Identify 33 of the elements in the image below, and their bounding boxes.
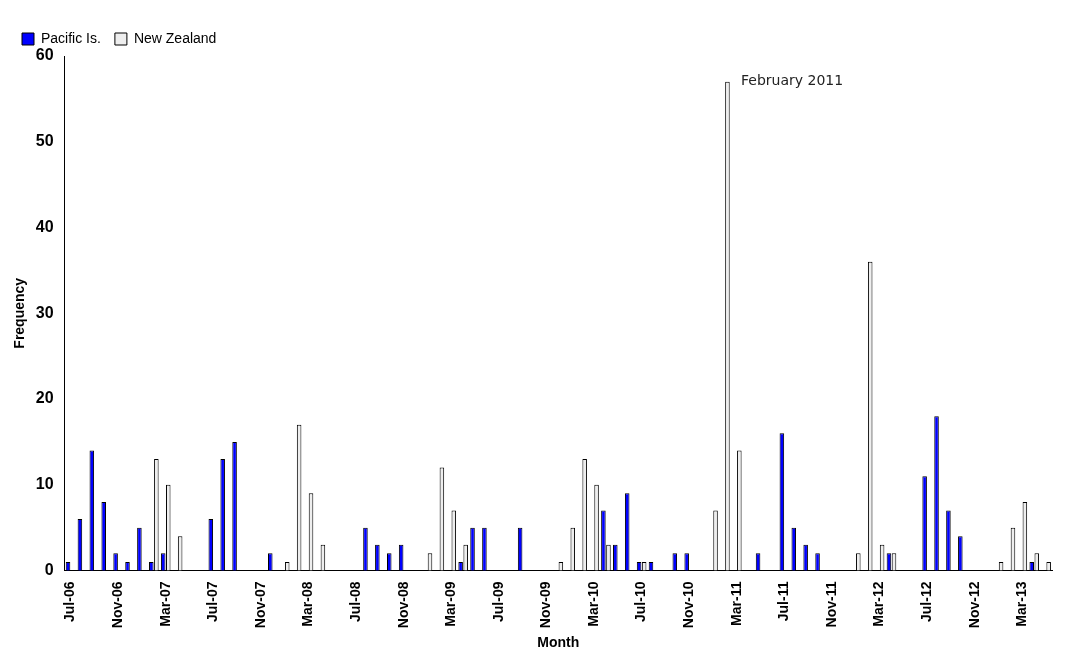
x-tick-label: Nov-11	[822, 581, 839, 628]
y-tick-label: 20	[35, 389, 54, 407]
x-tick-label: Nov-06	[108, 581, 125, 629]
x-tick-label: Jul-11	[775, 581, 792, 622]
x-tick-label: Nov-12	[965, 581, 982, 629]
x-tick-label: Jul-09	[489, 581, 506, 622]
y-tick-label: 40	[35, 217, 54, 235]
x-tick-label: Nov-09	[537, 581, 554, 629]
x-tick-label: Mar-07	[156, 581, 173, 627]
y-tick-label: 0	[44, 560, 54, 578]
annotation: February 2011	[741, 71, 844, 88]
x-tick-label: Jul-08	[346, 581, 363, 622]
x-tick-label: Nov-07	[251, 581, 268, 629]
x-tick-label: Nov-08	[394, 581, 411, 629]
y-axis-title: Frequency	[11, 277, 28, 349]
y-tick-label: 30	[35, 303, 54, 321]
x-tick-label: Mar-09	[442, 581, 459, 627]
x-tick-label: Jul-12	[918, 581, 935, 622]
x-axis-title: Month	[537, 634, 580, 651]
legend-label: Pacific Is.	[41, 29, 101, 46]
x-tick-label: Jul-06	[61, 581, 78, 622]
x-tick-label: Nov-10	[680, 581, 697, 629]
x-tick-label: Mar-10	[584, 581, 601, 627]
x-tick-label: Mar-13	[1013, 581, 1030, 627]
x-tick-label: Jul-10	[632, 581, 649, 622]
x-tick-label: Mar-11	[727, 581, 744, 626]
x-tick-label: Mar-12	[870, 581, 887, 627]
y-tick-label: 50	[35, 132, 54, 150]
x-tick-label: Mar-08	[299, 581, 316, 627]
y-tick-label: 10	[35, 475, 54, 493]
x-tick-label: Jul-07	[204, 581, 221, 622]
y-tick-label: 60	[35, 46, 54, 64]
legend-label: New Zealand	[133, 29, 217, 46]
